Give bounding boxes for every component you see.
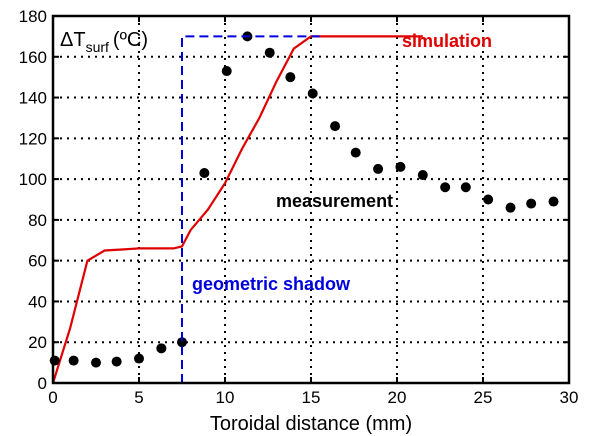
grid-lines — [53, 16, 569, 383]
measurement-point — [156, 343, 167, 354]
y-tick-label: 60 — [28, 252, 47, 271]
x-tick-label: 10 — [216, 388, 235, 407]
measurement-point — [49, 355, 60, 366]
measurement-point — [177, 337, 187, 348]
x-tick-label: 20 — [388, 388, 407, 407]
y-tick-label: 120 — [19, 129, 47, 148]
y-tick-label: 80 — [28, 211, 47, 230]
simulation-line — [51, 35, 423, 384]
measurement-point — [307, 88, 318, 99]
measurement-point — [330, 121, 341, 132]
y-tick-label: 100 — [19, 170, 47, 189]
measurement-point — [350, 147, 361, 158]
measurement-point — [111, 356, 122, 367]
x-tick-label: 25 — [474, 388, 493, 407]
measurement-point — [199, 167, 210, 178]
y-tick-label: 160 — [19, 48, 47, 67]
y-axis-label: ΔTsurf (ºC) — [60, 29, 148, 55]
measurement-annotation: measurement — [276, 191, 393, 211]
measurement-point — [483, 194, 494, 205]
measurement-point — [373, 163, 384, 174]
measurement-point — [526, 198, 537, 209]
x-tick-label: 5 — [134, 388, 143, 407]
measurement-point — [264, 47, 275, 58]
measurement-point — [68, 355, 79, 366]
measurement-point — [134, 353, 144, 364]
measurement-point — [505, 202, 516, 213]
y-tick-label: 180 — [19, 7, 47, 26]
measurement-point — [440, 182, 451, 193]
x-tick-label: 15 — [302, 388, 321, 407]
measurement-point — [221, 66, 232, 77]
y-tick-label: 0 — [38, 374, 47, 393]
measurement-point — [548, 196, 559, 207]
x-tick-label: 30 — [560, 388, 579, 407]
measurement-point — [395, 161, 406, 172]
y-tick-label: 140 — [19, 89, 47, 108]
measurement-point — [417, 170, 428, 181]
y-tick-label: 40 — [28, 292, 47, 311]
measurement-point — [460, 182, 471, 193]
series-layer — [49, 31, 559, 384]
y-tick-label: 20 — [28, 333, 47, 352]
simulation-annotation: simulation — [402, 31, 492, 51]
axis-ticks: 0 20 40 60 80 100 120 140 160 180 0 5 10 15 20 25 30 — [19, 7, 579, 407]
geometric-shadow-line — [181, 35, 320, 383]
measurement-point — [91, 357, 101, 368]
x-axis-label: Toroidal distance (mm) — [210, 413, 412, 435]
x-tick-label: 0 — [48, 388, 57, 407]
measurement-point — [285, 72, 296, 83]
geometric-shadow-annotation: geometric shadow — [192, 274, 351, 294]
